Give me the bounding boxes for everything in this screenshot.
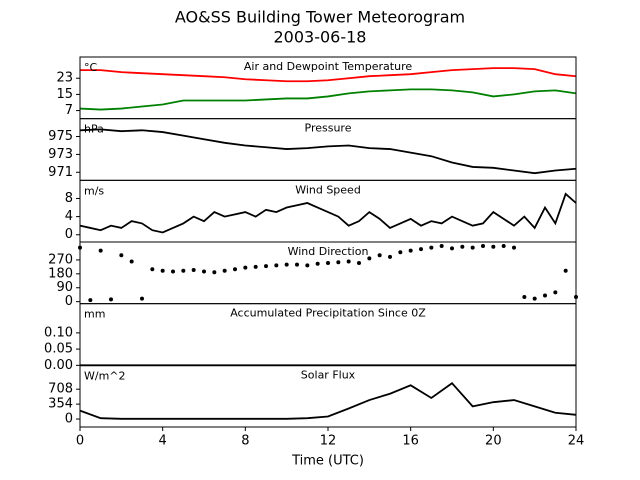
y-tick-label: 0.05 [44,342,73,357]
point [129,259,134,264]
x-axis-label: Time (UTC) [291,454,364,469]
point [367,256,372,261]
point [419,247,423,252]
x-tick-label: 8 [241,434,249,449]
point [522,295,527,300]
y-tick-label: 0 [65,227,73,242]
point [88,298,93,303]
point [553,290,558,295]
point [470,245,475,250]
x-tick-label: 4 [159,434,167,449]
series-line [79,88,577,111]
point [109,297,113,302]
point [202,269,206,274]
point [119,253,124,258]
point [388,254,392,259]
point [191,267,196,272]
y-tick-label: 15 [56,87,73,102]
point [398,250,403,255]
series-line [79,192,577,234]
panel-title: Air and Dewpoint Temperature [244,60,412,73]
point [357,261,361,266]
panel-title: Accumulated Precipitation Since 0Z [230,307,426,320]
series-line [79,128,577,175]
panel-title: Solar Flux [301,368,356,381]
point [336,260,341,265]
point [315,261,320,266]
point [295,262,299,267]
point [274,263,279,268]
point [243,265,248,270]
series-line [80,67,577,83]
point [305,263,310,268]
y-tick-label: 0.10 [44,325,73,340]
point [439,244,444,249]
point [543,293,547,298]
x-tick-label: 24 [568,434,585,449]
point [233,267,237,272]
x-tick-label: 16 [402,434,419,449]
y-tick-label: 0 [65,412,73,427]
point [408,248,413,253]
point [140,296,144,301]
panel-title: Pressure [305,122,352,135]
y-tick-label: 708 [48,382,73,397]
x-tick-label: 0 [76,434,84,449]
point [491,244,496,249]
figure-title: AO&SS Building Tower Meteorogram [175,8,465,27]
x-tick-label: 12 [320,434,337,449]
point [346,259,351,264]
point [253,264,258,269]
y-tick-label: 971 [48,165,73,180]
unit-label: m/s [84,184,104,197]
unit-label: °C [84,61,98,74]
y-tick-label: 973 [48,147,73,162]
y-tick-label: 7 [65,103,73,118]
panel-title: Wind Speed [295,183,361,196]
series-line [79,382,577,420]
x-tick-label: 20 [485,434,502,449]
point [160,268,165,273]
point [171,269,175,274]
point [450,246,454,251]
unit-label: hPa [84,123,104,136]
point [212,270,217,275]
unit-label: W/m^2 [84,369,126,382]
y-tick-label: 23 [56,71,73,86]
point [326,261,330,266]
point [563,268,568,273]
point [512,245,516,250]
y-tick-label: 180 [48,266,73,281]
point [264,264,268,269]
y-tick-label: 0 [65,294,73,309]
figure-subtitle: 2003-06-18 [274,28,367,47]
y-tick-label: 4 [65,209,73,224]
point [377,253,382,258]
y-tick-label: 975 [48,129,73,144]
point [460,244,465,249]
point [150,267,155,272]
point [98,248,103,253]
y-tick-label: 90 [56,280,73,295]
panel-title: Wind Direction [288,245,369,258]
unit-label: mm [84,308,105,321]
point [222,268,227,273]
axes-frame [79,364,577,428]
point [181,268,186,273]
point [501,244,506,249]
y-tick-label: 8 [65,191,73,206]
point [429,245,434,250]
y-tick-label: 354 [48,397,73,412]
y-tick-label: 0.00 [44,358,73,373]
point [481,244,485,249]
point [284,262,289,267]
point [532,296,537,301]
y-tick-label: 270 [48,252,73,267]
